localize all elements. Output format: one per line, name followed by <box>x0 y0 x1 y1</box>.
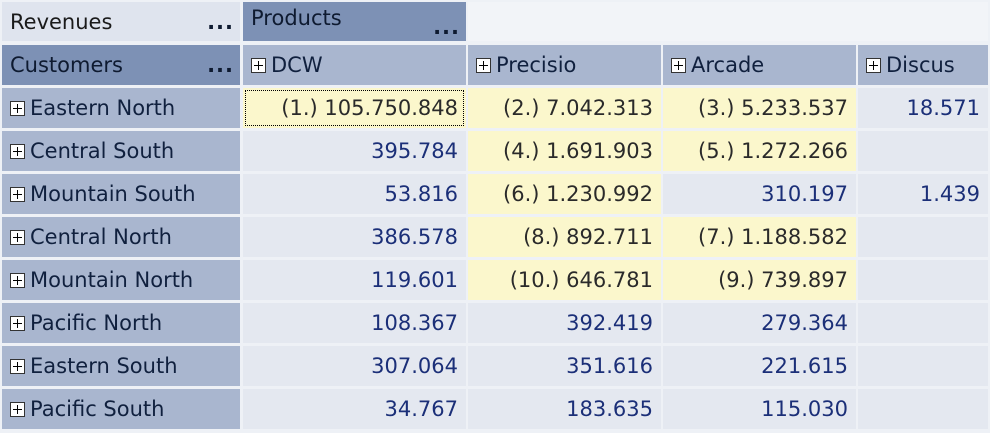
data-cell[interactable]: 279.364 <box>663 303 856 343</box>
column-dimension-label: Products <box>251 6 342 30</box>
row-header-label: Eastern South <box>30 354 178 378</box>
data-cell[interactable]: (2.) 7.042.313 <box>468 88 661 128</box>
data-cell[interactable]: 392.419 <box>468 303 661 343</box>
expand-plus-icon[interactable] <box>10 143 25 159</box>
expand-plus-icon[interactable] <box>10 358 25 374</box>
data-cell[interactable]: (9.) 739.897 <box>663 260 856 300</box>
measure-header[interactable]: Revenues ... <box>2 2 240 41</box>
data-cell[interactable]: 1.439 <box>858 174 988 214</box>
row-header-4[interactable]: Mountain North <box>2 260 240 300</box>
expand-plus-icon[interactable] <box>866 57 881 73</box>
column-header-label: Discus <box>886 53 955 77</box>
data-cell[interactable]: (1.) 105.750.848 <box>243 88 466 128</box>
data-cell[interactable]: (4.) 1.691.903 <box>468 131 661 171</box>
data-cell[interactable]: 351.616 <box>468 346 661 386</box>
expand-plus-icon[interactable] <box>10 401 25 417</box>
row-header-2[interactable]: Mountain South <box>2 174 240 214</box>
expand-plus-icon[interactable] <box>671 57 686 73</box>
row-header-label: Central North <box>30 225 172 249</box>
data-cell[interactable]: 108.367 <box>243 303 466 343</box>
header-filler <box>468 2 988 41</box>
data-cell[interactable] <box>858 389 988 429</box>
expand-plus-icon[interactable] <box>251 57 266 73</box>
expand-plus-icon[interactable] <box>10 100 25 116</box>
data-cell[interactable]: 53.816 <box>243 174 466 214</box>
data-cell[interactable] <box>858 346 988 386</box>
row-header-label: Pacific North <box>30 311 163 335</box>
data-cell[interactable] <box>858 131 988 171</box>
column-header-1[interactable]: Precisio <box>468 45 661 85</box>
column-header-0[interactable]: DCW <box>243 45 466 85</box>
row-header-5[interactable]: Pacific North <box>2 303 240 343</box>
row-header-3[interactable]: Central North <box>2 217 240 257</box>
data-cell[interactable]: (6.) 1.230.992 <box>468 174 661 214</box>
expand-plus-icon[interactable] <box>10 272 25 288</box>
data-cell[interactable]: 386.578 <box>243 217 466 257</box>
expand-plus-icon[interactable] <box>10 315 25 331</box>
row-header-0[interactable]: Eastern North <box>2 88 240 128</box>
column-dimension-menu-button[interactable]: ... <box>433 15 460 39</box>
column-header-label: Precisio <box>496 53 577 77</box>
data-cell[interactable]: 310.197 <box>663 174 856 214</box>
expand-plus-icon[interactable] <box>10 229 25 245</box>
row-header-label: Eastern North <box>30 96 176 120</box>
data-cell[interactable]: 34.767 <box>243 389 466 429</box>
data-cell[interactable] <box>858 303 988 343</box>
data-cell[interactable]: 18.571 <box>858 88 988 128</box>
data-cell[interactable]: 395.784 <box>243 131 466 171</box>
row-header-label: Pacific South <box>30 397 165 421</box>
column-header-2[interactable]: Arcade <box>663 45 856 85</box>
data-cell[interactable]: 221.615 <box>663 346 856 386</box>
column-header-label: Arcade <box>691 53 765 77</box>
row-dimension-header[interactable]: Customers ... <box>2 45 240 85</box>
data-cell[interactable]: 115.030 <box>663 389 856 429</box>
measure-menu-button[interactable]: ... <box>207 9 234 34</box>
data-cell[interactable] <box>858 217 988 257</box>
data-cell[interactable]: (7.) 1.188.582 <box>663 217 856 257</box>
row-header-label: Mountain North <box>30 268 194 292</box>
data-cell[interactable]: 119.601 <box>243 260 466 300</box>
row-header-1[interactable]: Central South <box>2 131 240 171</box>
data-cell[interactable]: 307.064 <box>243 346 466 386</box>
expand-plus-icon[interactable] <box>10 186 25 202</box>
row-header-label: Central South <box>30 139 175 163</box>
column-header-label: DCW <box>271 53 323 77</box>
data-cell[interactable] <box>858 260 988 300</box>
expand-plus-icon[interactable] <box>476 57 491 73</box>
data-cell[interactable]: (8.) 892.711 <box>468 217 661 257</box>
data-cell[interactable]: (3.) 5.233.537 <box>663 88 856 128</box>
column-header-3[interactable]: Discus <box>858 45 988 85</box>
data-cell[interactable]: 183.635 <box>468 389 661 429</box>
data-cell[interactable]: (10.) 646.781 <box>468 260 661 300</box>
row-header-label: Mountain South <box>30 182 196 206</box>
row-dimension-label: Customers <box>10 53 123 77</box>
measure-label: Revenues <box>10 9 113 34</box>
data-cell[interactable]: (5.) 1.272.266 <box>663 131 856 171</box>
row-header-6[interactable]: Eastern South <box>2 346 240 386</box>
row-dimension-menu-button[interactable]: ... <box>207 53 234 77</box>
row-header-7[interactable]: Pacific South <box>2 389 240 429</box>
column-dimension-header[interactable]: Products ... <box>243 2 466 41</box>
